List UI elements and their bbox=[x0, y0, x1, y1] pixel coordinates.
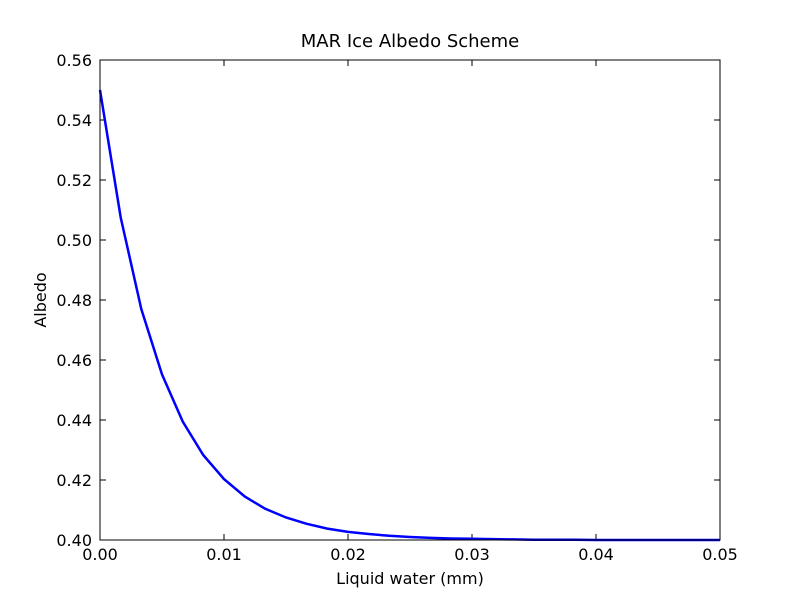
chart-title: MAR Ice Albedo Scheme bbox=[301, 31, 519, 52]
x-tick-label: 0.01 bbox=[206, 545, 242, 564]
y-tick-label: 0.54 bbox=[56, 111, 92, 130]
y-tick-label: 0.42 bbox=[56, 471, 92, 490]
x-tick-label: 0.00 bbox=[82, 545, 118, 564]
x-tick-label: 0.05 bbox=[702, 545, 738, 564]
x-tick-label: 0.04 bbox=[578, 545, 614, 564]
x-tick-label: 0.03 bbox=[454, 545, 490, 564]
x-tick-label: 0.02 bbox=[330, 545, 366, 564]
y-tick-label: 0.50 bbox=[56, 231, 92, 250]
plot-frame bbox=[99, 59, 721, 541]
y-tick-label: 0.52 bbox=[56, 171, 92, 190]
y-tick-label: 0.46 bbox=[56, 351, 92, 370]
data-line bbox=[98, 89, 720, 542]
y-tick-label: 0.48 bbox=[56, 291, 92, 310]
x-axis-label: Liquid water (mm) bbox=[336, 569, 484, 588]
y-axis-label: Albedo bbox=[31, 272, 50, 327]
y-tick-label: 0.56 bbox=[56, 51, 92, 70]
y-tick-label: 0.40 bbox=[56, 531, 92, 550]
y-tick-label: 0.44 bbox=[56, 411, 92, 430]
